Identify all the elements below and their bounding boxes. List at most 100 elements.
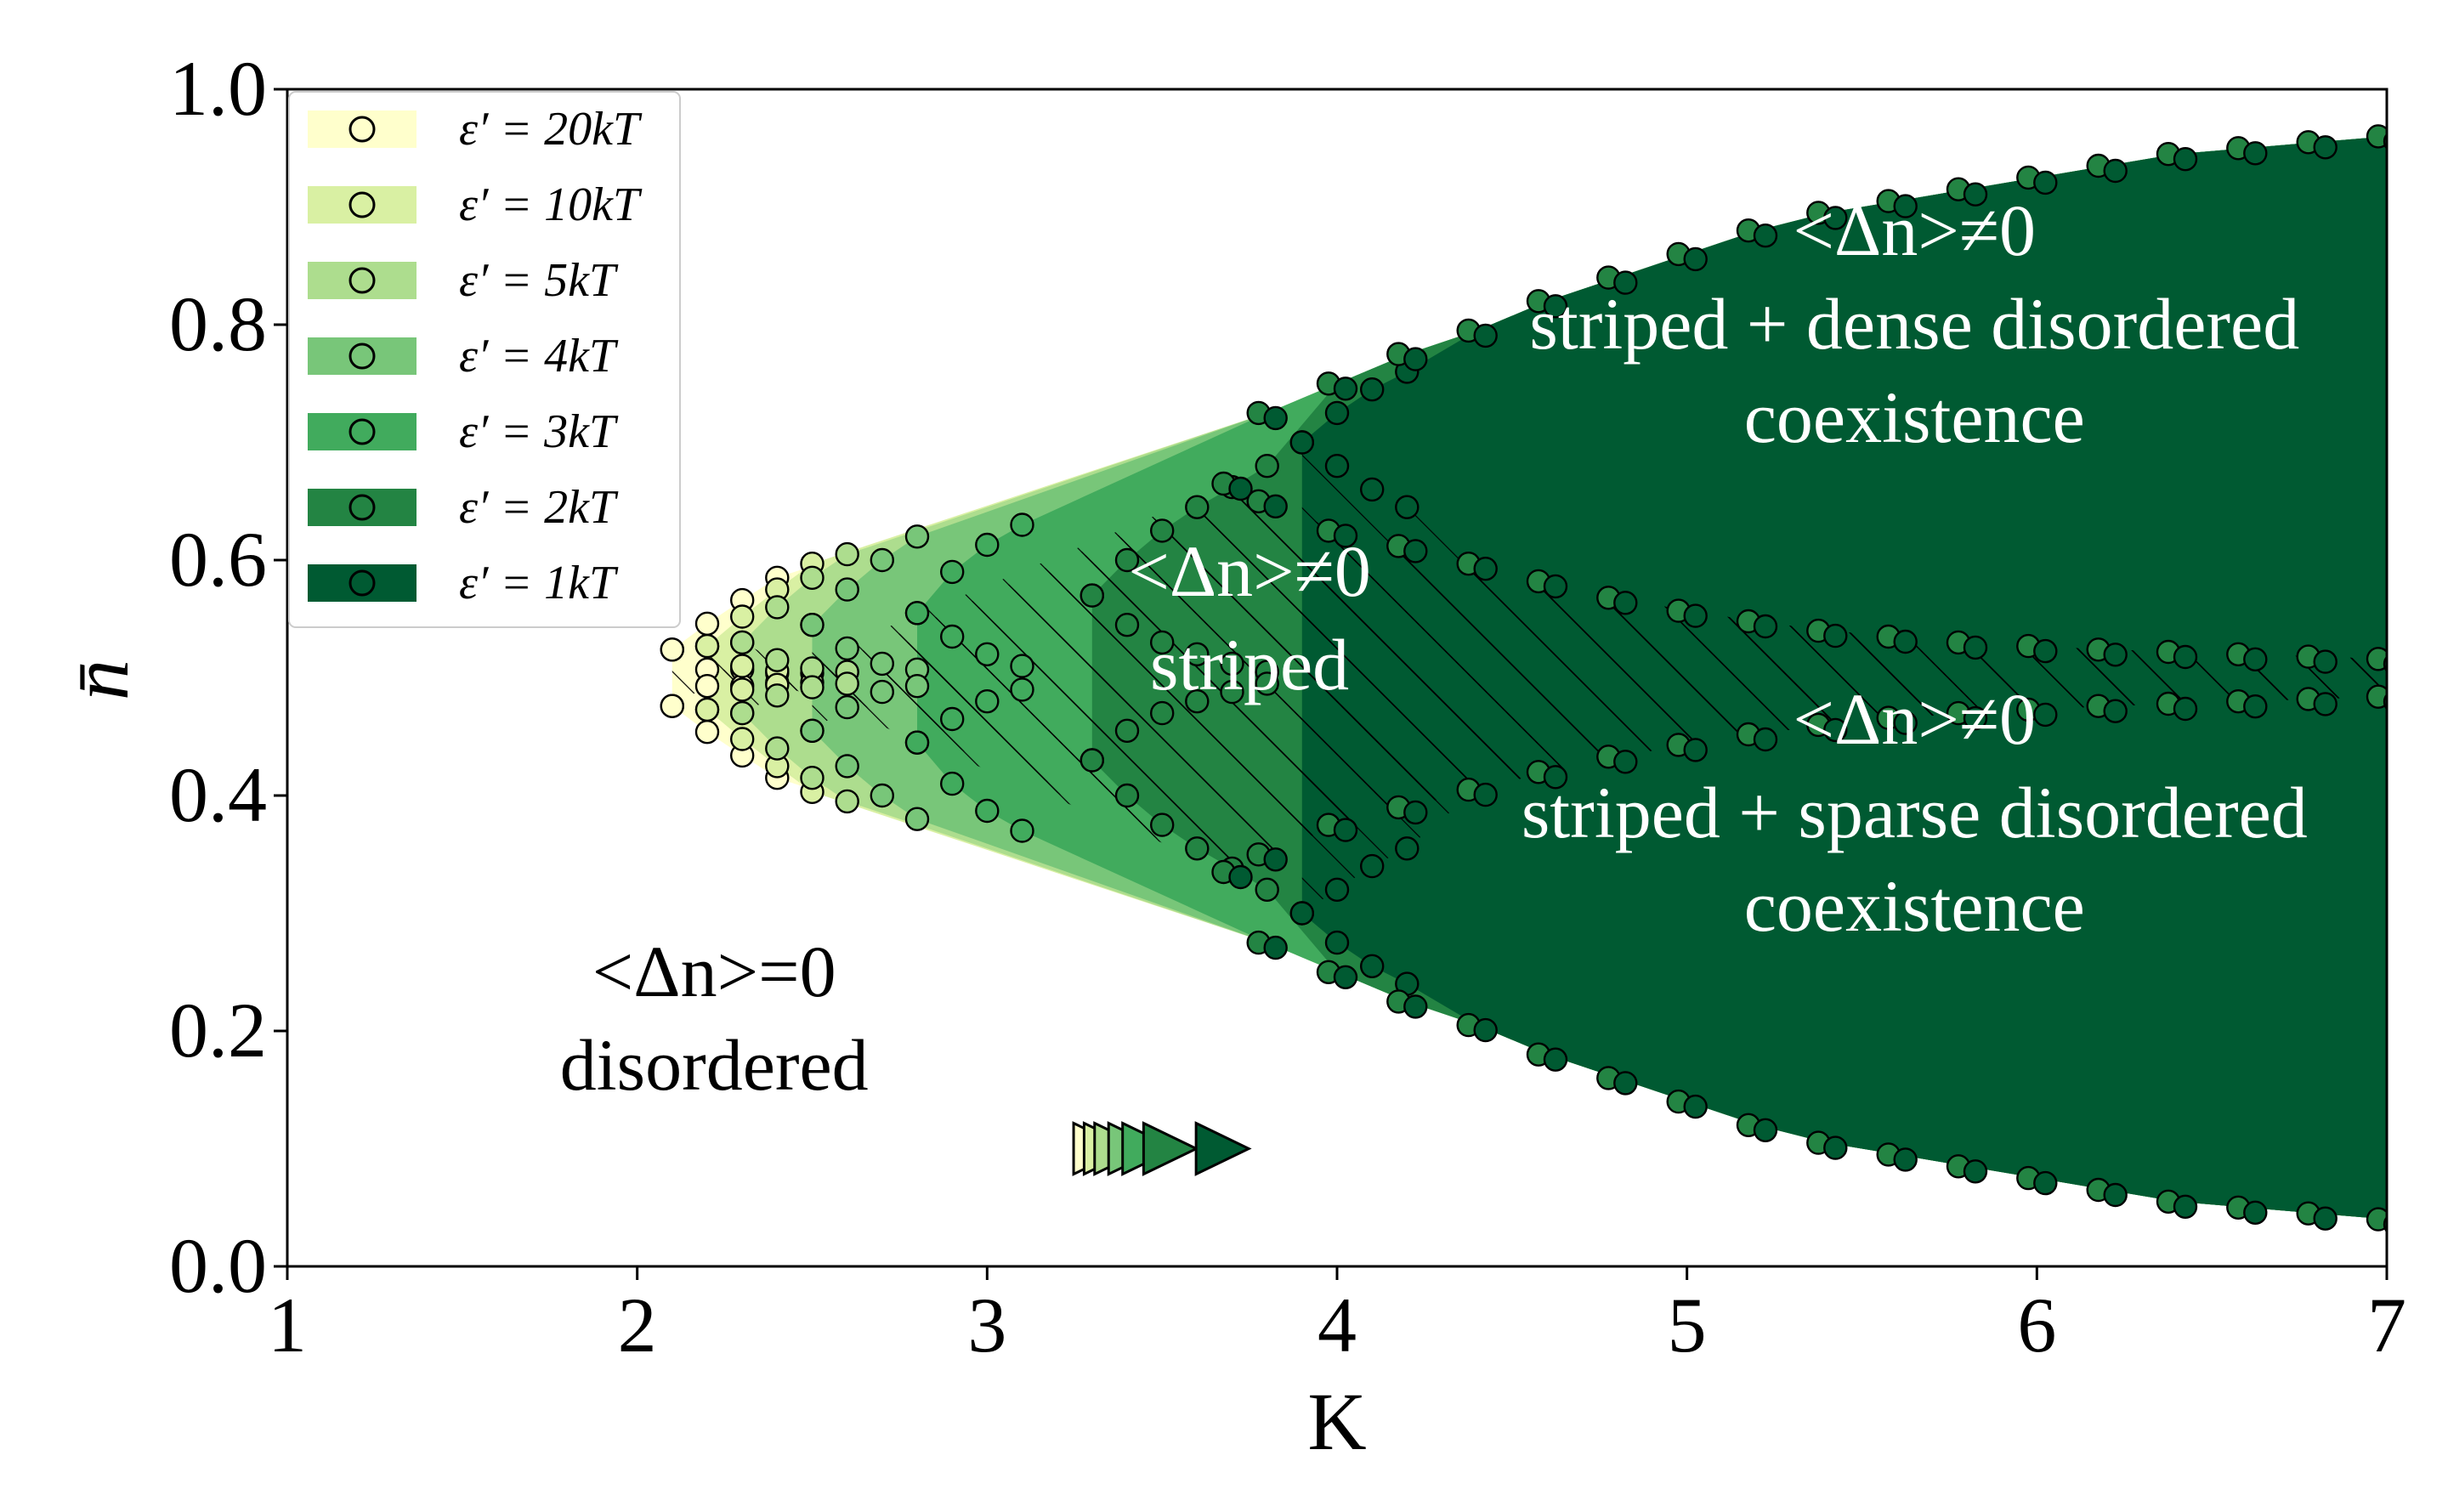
boundary-point bbox=[1255, 671, 1279, 696]
striped-hatching bbox=[672, 442, 2387, 914]
boundary-point bbox=[765, 648, 790, 672]
boundary-point bbox=[1255, 454, 1279, 479]
boundary-point bbox=[939, 624, 965, 649]
boundary-point bbox=[2243, 1200, 2268, 1226]
boundary-point bbox=[2103, 643, 2128, 667]
boundary-point bbox=[1893, 629, 1918, 654]
x-tick-label: 1 bbox=[268, 1282, 307, 1368]
boundary-point bbox=[765, 736, 790, 761]
boundary-point bbox=[1473, 323, 1498, 348]
boundary-point bbox=[1613, 270, 1638, 295]
boundary-point bbox=[1543, 574, 1568, 599]
boundary-point bbox=[1395, 836, 1420, 861]
boundary-point bbox=[835, 577, 859, 602]
boundary-point bbox=[765, 595, 790, 620]
boundary-point bbox=[1324, 454, 1350, 479]
boundary-point bbox=[1543, 1047, 1568, 1072]
legend-label: ε′ = 2kT bbox=[459, 481, 619, 534]
boundary-point bbox=[800, 613, 824, 637]
axes: 1 2 3 4 5 6 7 0.0 0.2 0.4 0.6 0.8 1.0 Kn̄ bbox=[54, 45, 2406, 1467]
legend-label: ε′ = 4kT bbox=[459, 330, 619, 382]
boundary-point bbox=[800, 565, 824, 590]
boundary-point bbox=[835, 541, 859, 567]
boundary-point bbox=[2313, 649, 2338, 674]
boundary-point bbox=[1263, 405, 1288, 431]
boundary-point bbox=[1359, 954, 1385, 979]
legend-label: ε′ = 20kT bbox=[459, 103, 643, 156]
boundary-point bbox=[730, 677, 755, 702]
boundary-point bbox=[939, 559, 965, 585]
annotation-line: <Δn>≠0 bbox=[1794, 678, 2037, 760]
boundary-point bbox=[870, 651, 895, 677]
legend-marker bbox=[348, 418, 376, 445]
boundary-point bbox=[1893, 194, 1918, 218]
x-tick-label: 3 bbox=[967, 1282, 1006, 1368]
boundary-point bbox=[904, 674, 930, 699]
boundary-point bbox=[975, 532, 1000, 558]
boundary-point bbox=[660, 694, 684, 718]
boundary-point bbox=[1823, 717, 1848, 743]
boundary-point bbox=[1220, 679, 1244, 705]
boundary-point bbox=[800, 718, 824, 743]
legend-label: ε′ = 3kT bbox=[459, 405, 619, 458]
boundary-point bbox=[800, 675, 824, 699]
boundary-point bbox=[694, 633, 720, 659]
annotation-line: <Δn>=0 bbox=[592, 931, 836, 1012]
boundary-markers bbox=[660, 124, 2387, 1233]
boundary-point bbox=[2313, 1206, 2338, 1231]
boundary-point bbox=[1963, 705, 1988, 731]
annotation-line: disordered bbox=[560, 1024, 869, 1106]
boundary-point bbox=[975, 798, 1000, 824]
boundary-point bbox=[1324, 930, 1350, 955]
boundary-point bbox=[694, 697, 720, 722]
boundary-point bbox=[2366, 647, 2387, 671]
boundary-point bbox=[835, 671, 859, 696]
boundary-point bbox=[939, 706, 965, 732]
boundary-point bbox=[730, 654, 755, 678]
x-tick-label: 4 bbox=[1318, 1282, 1357, 1368]
boundary-point bbox=[660, 637, 684, 662]
boundary-point bbox=[1333, 524, 1358, 548]
boundary-point bbox=[1683, 1094, 1708, 1119]
boundary-point bbox=[1289, 901, 1315, 926]
boundary-point bbox=[1403, 347, 1428, 371]
x-tick-label: 5 bbox=[1668, 1282, 1707, 1368]
boundary-point bbox=[1893, 711, 1918, 735]
boundary-point bbox=[2033, 702, 2058, 728]
annotation-line: striped + sparse disordered bbox=[1522, 772, 2308, 853]
boundary-point bbox=[904, 730, 930, 755]
boundary-point bbox=[1543, 765, 1568, 790]
boundary-point bbox=[1228, 864, 1253, 890]
boundary-point bbox=[1185, 836, 1210, 861]
boundary-point bbox=[694, 611, 720, 636]
boundary-point bbox=[694, 720, 720, 745]
boundary-point bbox=[1683, 738, 1708, 762]
y-tick-label: 1.0 bbox=[169, 45, 267, 132]
boundary-point bbox=[1403, 539, 1428, 563]
phase-annotations: <Δn>≠0 striped + dense disordered coexiste… bbox=[560, 190, 2308, 1106]
x-axis-label: K bbox=[1307, 1376, 1366, 1467]
boundary-point bbox=[730, 700, 755, 726]
boundary-point bbox=[2243, 141, 2268, 166]
boundary-point bbox=[1324, 400, 1350, 426]
boundary-point bbox=[1010, 654, 1034, 678]
boundary-point bbox=[1333, 965, 1358, 990]
x-tick-label: 2 bbox=[618, 1282, 657, 1368]
boundary-point bbox=[1963, 635, 1988, 660]
boundary-point bbox=[730, 604, 755, 629]
boundary-point bbox=[1185, 689, 1210, 714]
boundary-point bbox=[1080, 748, 1105, 773]
boundary-point bbox=[1753, 727, 1778, 752]
boundary-point bbox=[1403, 994, 1428, 1019]
boundary-point bbox=[835, 789, 859, 814]
y-tick-label: 0.4 bbox=[169, 751, 267, 838]
boundary-point bbox=[1263, 935, 1288, 960]
boundary-point bbox=[1395, 495, 1420, 519]
annotation-line: striped bbox=[1150, 624, 1349, 705]
boundary-point bbox=[1359, 477, 1385, 502]
boundary-point bbox=[870, 547, 895, 573]
boundary-point bbox=[1220, 651, 1244, 677]
boundary-point bbox=[1823, 623, 1848, 648]
boundary-point bbox=[904, 524, 930, 549]
